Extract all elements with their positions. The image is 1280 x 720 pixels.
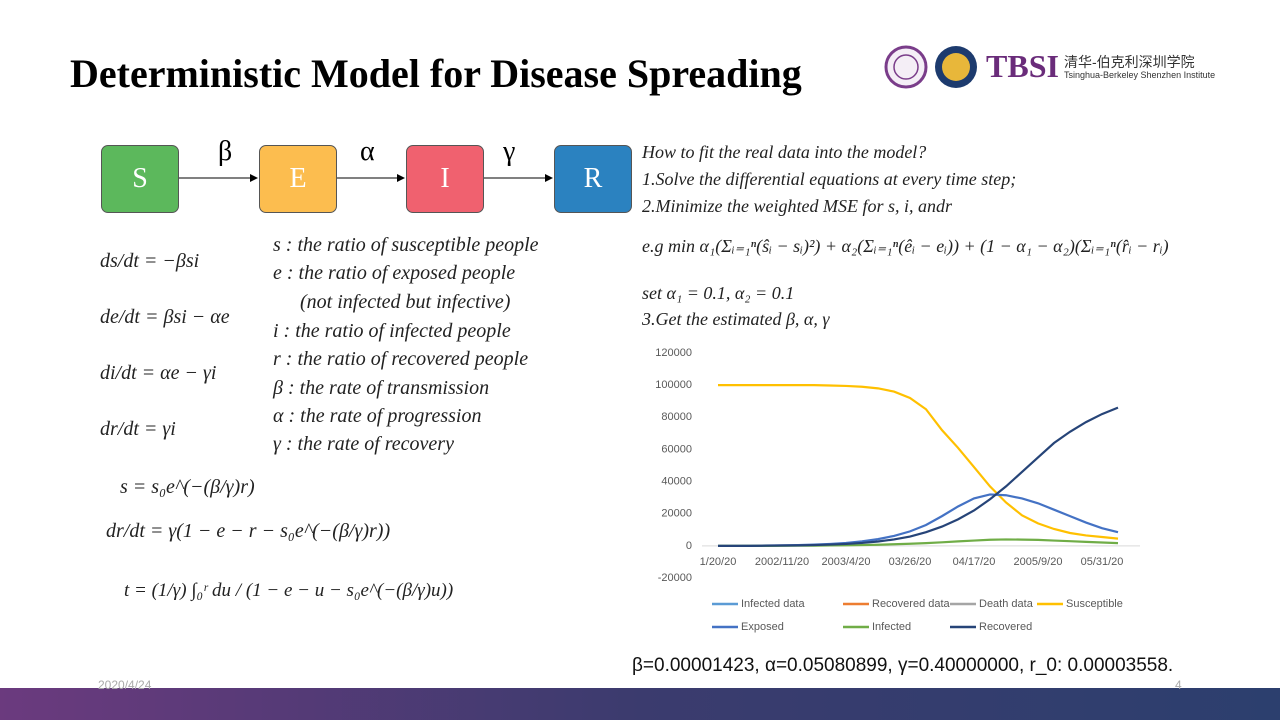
definition: α : the rate of progression xyxy=(273,405,482,427)
flow-edge-label: β xyxy=(218,136,233,167)
y-tick-label: 20000 xyxy=(661,508,692,520)
y-tick-label: 0 xyxy=(686,540,692,552)
legend-label: Infected data xyxy=(741,598,805,610)
legend-label: Recovered data xyxy=(872,598,951,610)
logo-seals xyxy=(884,45,977,89)
x-tick-label: 2005/9/20 xyxy=(1014,556,1063,568)
flow-arrows xyxy=(179,174,553,182)
definition: r : the ratio of recovered people xyxy=(273,348,529,370)
solution-equation: dr/dt = γ(1 − e − r − s₀e^(−(β/γ)r)) xyxy=(106,520,391,542)
flow-node: S xyxy=(101,145,179,213)
fitting-step: e.g min α₁(Σᵢ₌₁ⁿ(ŝᵢ − sᵢ)²) + α₂(Σᵢ₌₁ⁿ(ê… xyxy=(642,236,1169,256)
result-text: β=0.00001423, α=0.05080899, γ=0.40000000… xyxy=(632,655,1174,676)
equation: ds/dt = −βsi xyxy=(100,250,200,272)
fitting-step: 1.Solve the differential equations at ev… xyxy=(642,169,1017,189)
y-tick-label: 100000 xyxy=(655,379,692,391)
x-tick-label: 03/26/20 xyxy=(889,556,932,568)
solution-equation: t = (1/γ) ∫₀ʳ du / (1 − e − u − s₀e^(−(β… xyxy=(124,580,454,601)
logo-chinese: 清华-伯克利深圳学院 xyxy=(1064,54,1195,70)
definition: β : the rate of transmission xyxy=(273,377,490,399)
definition: i : the ratio of infected people xyxy=(273,320,511,342)
legend-label: Recovered xyxy=(979,621,1032,633)
legend-label: Exposed xyxy=(741,621,784,633)
fitting-step: set α₁ = 0.1, α₂ = 0.1 xyxy=(642,283,795,303)
definition: γ : the rate of recovery xyxy=(273,433,454,455)
x-tick-label: 04/17/20 xyxy=(953,556,996,568)
chart: -20000 0 20000 40000 60000 80000 100000 120000 1… xyxy=(655,347,1140,633)
x-tick-label: 2003/4/20 xyxy=(822,556,871,568)
legend-label: Death data xyxy=(979,598,1034,610)
legend-label: Susceptible xyxy=(1066,598,1123,610)
fitting-step: 2.Minimize the weighted MSE for s, i, an… xyxy=(642,196,952,216)
solution-equation: s = s₀e^(−(β/γ)r) xyxy=(120,476,255,498)
footer-date: 2020/4/24 xyxy=(98,678,152,692)
x-tick-label: 05/31/20 xyxy=(1081,556,1124,568)
flow-node: E xyxy=(259,145,337,213)
y-tick-label: 80000 xyxy=(661,411,692,423)
legend-label: Infected xyxy=(872,621,911,633)
y-tick-label: 40000 xyxy=(661,475,692,487)
y-tick-label: 60000 xyxy=(661,443,692,455)
definition: e : the ratio of exposed people xyxy=(273,262,516,284)
x-tick-label: 2002/11/20 xyxy=(755,556,809,568)
definition: (not infected but infective) xyxy=(300,291,511,313)
logo-english: Tsinghua-Berkeley Shenzhen Institute xyxy=(1064,70,1216,80)
flow-node: I xyxy=(406,145,484,213)
page-number: 4 xyxy=(1175,678,1182,692)
series-line xyxy=(718,384,1119,540)
definition: s : the ratio of susceptible people xyxy=(273,234,539,256)
x-tick-label: 1/20/20 xyxy=(700,556,737,568)
series-line xyxy=(718,406,1119,547)
fitting-step: 3.Get the estimated β, α, γ xyxy=(642,309,830,329)
fitting-step: How to fit the real data into the model? xyxy=(642,142,927,162)
y-tick-label: 120000 xyxy=(655,347,692,359)
equation: de/dt = βsi − αe xyxy=(100,306,230,328)
equation: dr/dt = γi xyxy=(100,418,176,440)
y-tick-label: -20000 xyxy=(658,572,692,584)
series-line xyxy=(718,493,1119,547)
footer-bar xyxy=(0,688,1280,720)
flow-edge-label: α xyxy=(360,136,375,167)
equation: di/dt = αe − γi xyxy=(100,362,217,384)
flow-node: R xyxy=(554,145,632,213)
logo-acronym: TBSI xyxy=(986,48,1059,84)
slide-title: Deterministic Model for Disease Spreadin… xyxy=(70,51,802,96)
flow-edge-label: γ xyxy=(503,136,516,167)
